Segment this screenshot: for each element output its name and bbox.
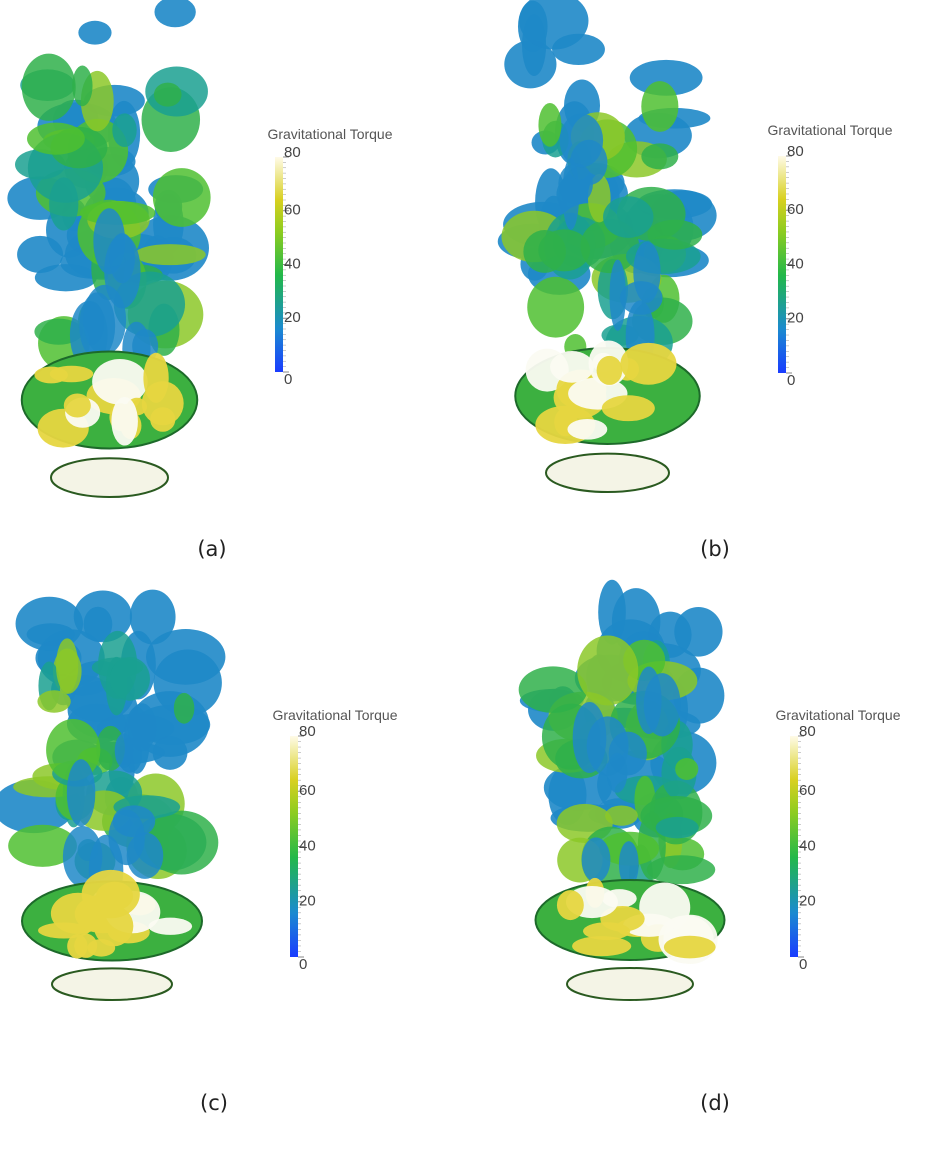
plume-blob — [134, 244, 206, 265]
plume-base — [546, 454, 669, 492]
plume-base — [52, 968, 172, 1000]
panel: Gravitational Torque 0 20 40 60 80 (c) — [0, 590, 398, 1115]
plume-blob — [64, 393, 91, 417]
plume-blob — [674, 607, 722, 657]
plume-blob — [567, 419, 607, 440]
plume-blob — [174, 693, 195, 724]
colorbar-tick-label: 0 — [799, 956, 807, 973]
colorbar-tick-label: 80 — [799, 723, 816, 740]
colorbar-tick-label: 40 — [299, 837, 316, 854]
plume-blob — [111, 397, 138, 446]
plume-blob — [115, 733, 133, 768]
panel: Gravitational Torque 0 20 40 60 80 (a) — [7, 0, 392, 561]
plume-blob — [582, 837, 611, 882]
colorbar-tick-label: 20 — [299, 893, 316, 910]
plume-rendering — [0, 590, 225, 1000]
colorbar-tick-label: 80 — [284, 144, 301, 161]
colorbar — [778, 156, 786, 373]
figure: Gravitational Torque020406080(a)Gravitat… — [0, 0, 936, 1149]
plume-blob — [78, 21, 111, 45]
plume-blob — [603, 196, 653, 238]
colorbar-tick-label: 60 — [299, 782, 316, 799]
colorbar-tick-label: 0 — [284, 371, 292, 388]
plume-blob — [656, 817, 699, 838]
plume-blob — [607, 753, 628, 793]
plume-blob — [577, 635, 638, 705]
colorbar-title: Gravitational Torque — [272, 707, 397, 723]
colorbar-tick-label: 60 — [787, 201, 804, 218]
colorbar — [790, 736, 798, 957]
colorbar-title: Gravitational Torque — [267, 126, 392, 142]
plume-blob — [94, 906, 134, 947]
colorbar-tick-label: 20 — [284, 309, 301, 326]
plume-blob — [153, 168, 211, 227]
plume-blob — [49, 177, 78, 230]
plume-blob — [37, 690, 70, 712]
plume-blob — [112, 113, 136, 147]
plume-blob — [50, 366, 94, 383]
page: {"panels": [ {"label": "(a)", "colorbar"… — [0, 0, 936, 1149]
colorbar-tick-label: 40 — [787, 255, 804, 272]
plume-blob — [538, 229, 590, 271]
colorbar-tick-label: 40 — [284, 255, 301, 272]
panel-label: (d) — [700, 1091, 730, 1115]
panel-label: (b) — [700, 537, 730, 561]
colorbar-tick-label: 60 — [799, 782, 816, 799]
plume-blob — [538, 103, 561, 147]
plume-blob — [92, 359, 148, 405]
plume-blob — [605, 805, 638, 825]
plume-blob — [527, 277, 584, 338]
colorbar-title: Gravitational Torque — [775, 707, 900, 723]
plume-blob — [620, 343, 676, 385]
plume-blob — [56, 638, 78, 693]
colorbar-tick-label: 0 — [299, 956, 307, 973]
colorbar — [290, 736, 298, 957]
plume-blob — [583, 922, 630, 940]
plume-blob — [597, 356, 623, 385]
colorbar-tick-label: 20 — [787, 310, 804, 327]
plume-blob — [664, 936, 716, 959]
plume-blob — [72, 66, 92, 107]
plume-blob — [636, 666, 662, 734]
plume-blob — [557, 890, 584, 920]
plume-blob — [620, 281, 663, 315]
plume-blob — [142, 381, 184, 425]
colorbar-title: Gravitational Torque — [767, 122, 892, 138]
plume-blob — [104, 234, 140, 308]
plume-blob — [602, 395, 655, 421]
plume-blob — [560, 113, 604, 167]
plume-blob — [110, 657, 150, 701]
plume-rendering — [7, 0, 210, 497]
plume-blob — [154, 0, 195, 27]
plume-blob — [573, 702, 607, 773]
plume-blob — [641, 143, 678, 169]
plume-blob — [67, 759, 96, 826]
colorbar-tick-label: 60 — [284, 202, 301, 219]
plume-blob — [647, 855, 715, 884]
panel: Gravitational Torque 0 20 40 60 80 (b) — [498, 0, 893, 561]
plume-blob — [154, 83, 182, 107]
plume-blob — [35, 264, 97, 291]
plume-base — [567, 968, 693, 1000]
colorbar-tick-label: 40 — [799, 837, 816, 854]
colorbar-tick-label: 20 — [799, 893, 816, 910]
plume-blob — [22, 54, 76, 121]
plume-blob — [108, 810, 144, 865]
plume-base — [51, 458, 168, 497]
plume-blob — [675, 758, 698, 780]
colorbar — [275, 157, 283, 372]
plume-blob — [79, 292, 115, 359]
colorbar-tick-label: 0 — [787, 372, 795, 389]
plume-blob — [647, 220, 702, 250]
colorbar-tick-label: 80 — [787, 143, 804, 160]
panel-label: (c) — [200, 1091, 228, 1115]
plume-blob — [641, 81, 678, 132]
panel: Gravitational Torque 0 20 40 60 80 (d) — [519, 580, 901, 1115]
plume-rendering — [519, 580, 725, 1000]
panel-label: (a) — [197, 537, 226, 561]
plume-rendering — [498, 0, 717, 492]
colorbar-tick-label: 80 — [299, 723, 316, 740]
plume-blob — [550, 351, 594, 383]
plume-blob — [27, 123, 85, 155]
